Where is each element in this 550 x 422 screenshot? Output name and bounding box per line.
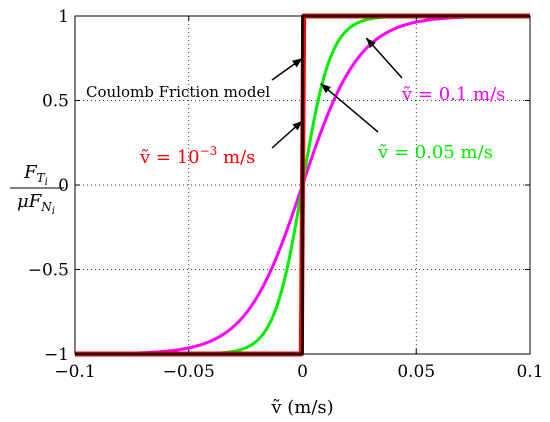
annotation-v01-label: ṽ = 0.1 m/s [401,84,505,105]
y-tick-label: 0 [58,176,69,196]
x-axis-label: ṽ (m/s) [270,397,333,418]
y-label-numerator-subsub: i [45,177,48,188]
x-tick-label: −0.1 [54,362,95,382]
x-tick-label: 0 [297,362,308,382]
y-label-denominator: μF [17,191,43,212]
annotation-arrow-head [320,83,331,94]
y-tick-label: −0.5 [28,261,69,281]
y-tick-label: 1 [58,7,69,27]
annotation-v1e-3-label: ṽ = 10−3 m/s [139,144,255,168]
annotation-arrow-line [320,83,379,133]
x-tick-label: 0.1 [516,362,543,382]
axis-ticks [74,15,531,355]
annotation-arrow-head [292,120,303,131]
annotation-coulomb-label: Coulomb Friction model [86,83,270,101]
annotation-v1e-3-exponent: −3 [200,144,218,158]
svg-text:μFNi: μFNi [17,191,55,217]
annotation-v005-label: ṽ = 0.05 m/s [377,142,493,163]
y-tick-label: −1 [44,345,69,365]
y-axis-label: FTi μFNi [10,162,64,217]
annotation-v1e-3-base: ṽ = 10 [139,147,200,168]
y-label-denominator-sub: N [40,200,52,214]
y-label-denominator-subsub: i [52,206,55,217]
annotation-v1e-3-suffix: m/s [217,147,255,168]
y-tick-label: 0.5 [42,92,69,112]
x-tick-label: 0.05 [397,362,435,382]
y-label-numerator-sub: T [37,171,46,185]
y-tick-labels: −1 −0.5 0 0.5 1 [28,7,69,365]
x-tick-labels: −0.1 −0.05 0 0.05 0.1 [54,362,543,382]
annotation-arrows [271,37,403,149]
annotation-arrow-head [366,37,376,49]
annotations: Coulomb Friction model ṽ = 0.1 m/s ṽ = 0… [86,37,505,168]
y-label-numerator: F [23,162,38,183]
annotation-arrow-head [292,58,303,68]
svg-text:FTi: FTi [23,162,48,188]
x-tick-label: −0.05 [163,362,215,382]
